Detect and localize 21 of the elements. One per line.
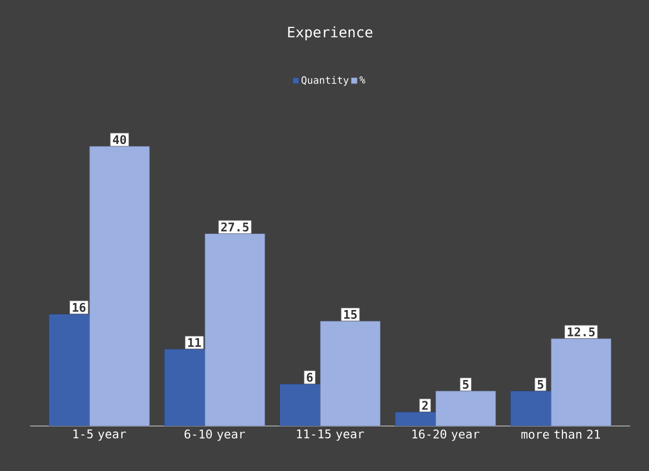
- bar: [89, 146, 150, 426]
- bar: [436, 390, 496, 426]
- data-label: 27.5: [221, 222, 249, 232]
- data-label: 2: [422, 400, 428, 410]
- data-label: 5: [538, 380, 544, 389]
- data-label: 5: [462, 380, 468, 389]
- x-tick-label: more than 21: [521, 430, 600, 439]
- data-label: 6: [306, 372, 313, 382]
- x-tick-label: 1-5 year: [73, 430, 126, 441]
- data-label: 11: [188, 338, 201, 347]
- bar: [320, 320, 381, 426]
- data-label: 15: [344, 310, 357, 319]
- data-label: 40: [112, 135, 126, 144]
- x-tick-label: 11-15 year: [297, 430, 364, 441]
- x-tick-label: 6-10 year: [184, 430, 245, 441]
- legend-label: %: [360, 76, 366, 84]
- data-label: 12.5: [568, 327, 595, 336]
- x-tick-label: 16-20 year: [412, 430, 480, 441]
- legend-label: Quantity: [302, 76, 349, 86]
- data-label: 16: [72, 302, 86, 312]
- chart-title: Experience: [288, 26, 372, 40]
